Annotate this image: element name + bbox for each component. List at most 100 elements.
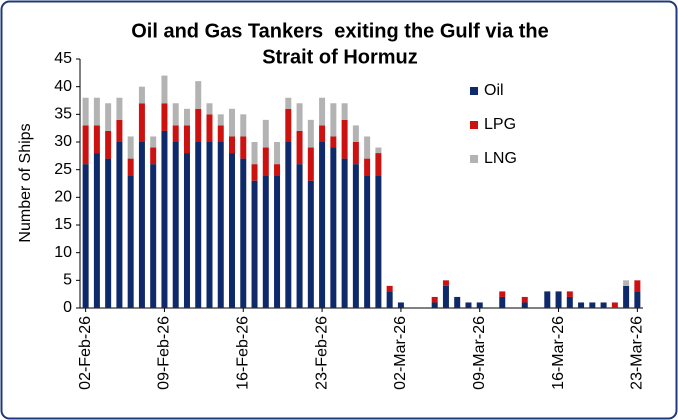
bar-segment <box>566 291 573 297</box>
bar-segment <box>161 75 168 104</box>
bar-segment <box>172 125 179 142</box>
bar-segment <box>217 125 224 142</box>
bar-segment <box>161 130 168 308</box>
bar-segment <box>330 103 337 137</box>
bar-segment <box>285 108 292 142</box>
bar-segment <box>352 164 359 308</box>
bar-segment <box>240 158 247 308</box>
bar-segment <box>183 153 190 308</box>
bar-segment <box>251 164 258 181</box>
bar-segment <box>206 103 213 115</box>
bar-segment <box>307 147 314 181</box>
legend-label: LNG <box>484 150 517 167</box>
y-tick-label: 45 <box>54 50 72 67</box>
bar-segment <box>150 164 157 308</box>
bar-segment <box>262 175 269 308</box>
bar-segment <box>251 180 258 308</box>
bar-segment <box>352 142 359 165</box>
legend-label: Oil <box>484 82 504 99</box>
bar-segment <box>116 97 123 120</box>
bar-segment <box>116 119 123 142</box>
bar-segment <box>442 285 449 308</box>
bar-segment <box>251 142 258 165</box>
bar-segment <box>150 136 157 148</box>
bar-segment <box>375 147 382 154</box>
x-tick-label: 09-Mar-26 <box>471 316 488 390</box>
bar-segment <box>623 280 630 286</box>
bar-segment <box>262 147 269 176</box>
bar-segment <box>341 119 348 159</box>
y-tick-label: 20 <box>54 189 72 206</box>
y-tick-label: 15 <box>54 216 72 233</box>
bar-segment <box>150 147 157 165</box>
bar-segment <box>262 119 269 148</box>
bar-segment <box>375 153 382 176</box>
y-tick-label: 0 <box>63 299 72 316</box>
bar-segment <box>578 302 585 308</box>
x-tick-label: 02-Mar-26 <box>392 316 409 390</box>
x-tick-label: 16-Mar-26 <box>550 316 567 390</box>
y-axis-label: Number of Ships <box>17 123 34 242</box>
bar-segment <box>499 296 506 308</box>
bar-segment <box>431 296 438 303</box>
bar-segment <box>623 285 630 308</box>
bar-segment <box>93 125 100 154</box>
bar-segment <box>600 302 607 308</box>
bar-segment <box>127 158 134 176</box>
bar-segment <box>375 175 382 308</box>
bar-segment <box>386 291 393 308</box>
bar-segment <box>274 175 281 308</box>
bar-segment <box>82 97 89 126</box>
bar-segment <box>454 296 461 308</box>
bar-segment <box>195 108 202 142</box>
legend-swatch <box>470 121 478 129</box>
x-tick-label: 23-Mar-26 <box>629 316 646 390</box>
y-tick-label: 40 <box>54 78 72 95</box>
bar-segment <box>634 280 641 292</box>
bar-segment <box>296 103 303 131</box>
bar-segment <box>521 302 528 308</box>
bar-segment <box>364 175 371 308</box>
bar-segment <box>296 164 303 308</box>
x-tick-label: 02-Feb-26 <box>77 316 94 390</box>
bar-segment <box>274 164 281 176</box>
bar-segment <box>229 108 236 137</box>
y-tick-label: 25 <box>54 161 72 178</box>
bar-segment <box>172 103 179 126</box>
bar-segment <box>229 153 236 308</box>
bar-segment <box>307 180 314 308</box>
bar-segment <box>476 302 483 308</box>
bar-segment <box>307 119 314 148</box>
bar-segment <box>105 158 112 308</box>
bar-segment <box>285 142 292 308</box>
bar-segment <box>319 125 326 142</box>
y-tick-label: 35 <box>54 106 72 123</box>
bar-segment <box>352 125 359 142</box>
bar-segment <box>386 285 393 292</box>
bar-segment <box>105 130 112 159</box>
bar-segment <box>116 142 123 308</box>
bar-segment <box>138 103 145 142</box>
bar-segment <box>138 86 145 104</box>
bar-segment <box>442 280 449 286</box>
bar-segment <box>274 142 281 165</box>
bar-segment <box>206 114 213 142</box>
x-tick-label: 23-Feb-26 <box>313 316 330 390</box>
bar-segment <box>330 147 337 308</box>
bar-segment <box>93 153 100 308</box>
bar-segment <box>82 125 89 165</box>
bar-segment <box>138 142 145 308</box>
chart-title: Strait of Hormuz <box>262 46 418 68</box>
bar-segment <box>161 103 168 131</box>
bar-segment <box>330 136 337 148</box>
bar-segment <box>229 136 236 154</box>
bar-segment <box>82 164 89 308</box>
x-tick-label: 16-Feb-26 <box>234 316 251 390</box>
bar-segment <box>127 136 134 159</box>
bar-segment <box>183 108 190 126</box>
bar-segment <box>206 142 213 308</box>
y-tick-label: 5 <box>63 272 72 289</box>
bar-segment <box>319 97 326 126</box>
bar-segment <box>183 125 190 154</box>
